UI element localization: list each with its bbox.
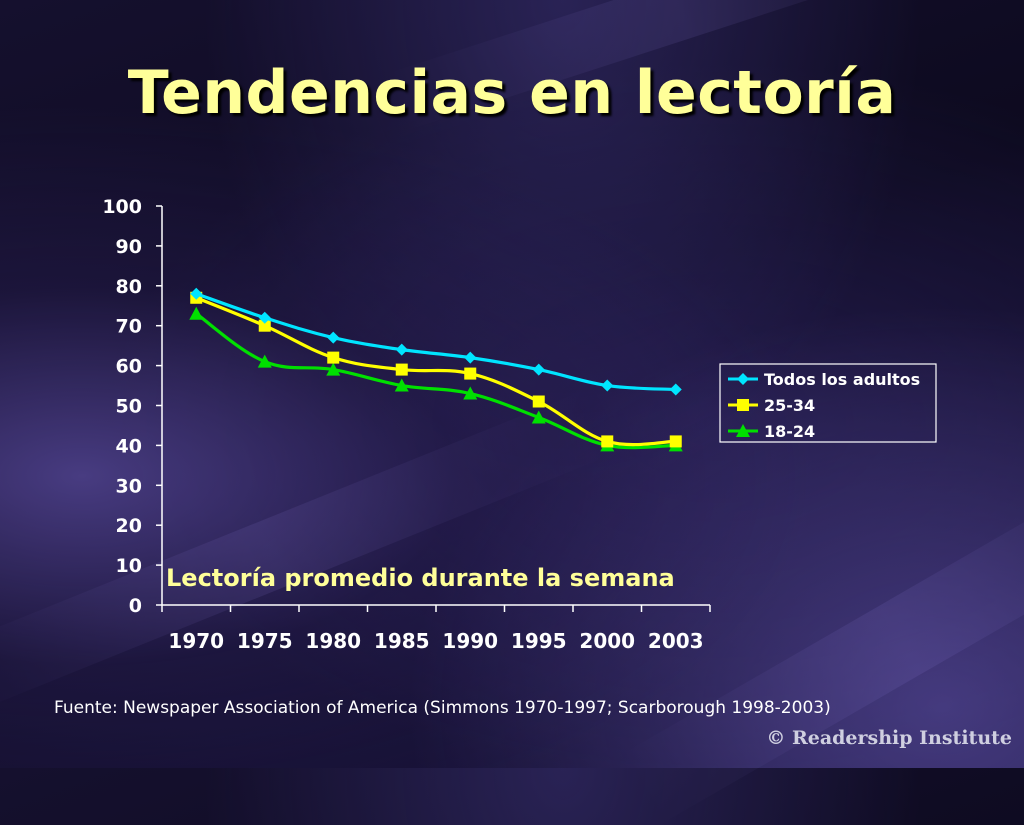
square-icon — [532, 395, 545, 408]
series-line — [195, 312, 676, 450]
x-tick-label: 1995 — [511, 629, 567, 653]
x-tick-label: 2000 — [579, 629, 635, 653]
y-tick-label: 20 — [116, 515, 142, 537]
diamond-icon — [190, 287, 203, 300]
square-icon — [258, 319, 271, 332]
y-tick-label: 50 — [116, 396, 142, 418]
diamond-icon — [464, 351, 477, 364]
x-tick-label: 1980 — [305, 629, 361, 653]
diamond-icon — [532, 363, 545, 376]
diamond-icon — [601, 379, 614, 392]
slide-title: Tendencias en lectoría — [127, 58, 897, 128]
y-tick-label: 90 — [116, 236, 142, 258]
square-icon — [601, 435, 614, 448]
triangle-icon — [189, 306, 204, 320]
triangle-icon — [394, 378, 409, 392]
triangle-icon — [326, 362, 341, 376]
square-icon — [327, 351, 340, 364]
diamond-icon — [327, 331, 340, 344]
x-tick-label: 1985 — [374, 629, 430, 653]
diamond-icon — [669, 383, 682, 396]
triangle-icon — [531, 410, 546, 424]
line-chart: 0 10 20 30 40 50 60 70 80 90 100 1970 1975 1980 1985 19… — [102, 196, 937, 653]
y-tick-label: 30 — [116, 475, 142, 497]
diamond-icon — [737, 373, 749, 385]
copyright-note: © Readership Institute — [766, 727, 1012, 749]
chart-legend: Todos los adultos 25-34 18-24 — [719, 363, 937, 443]
series-line — [195, 296, 676, 447]
series-line — [195, 292, 676, 392]
series-0 — [190, 287, 682, 396]
x-tick-label: 2003 — [648, 629, 704, 653]
chart-annotation: Lectoría promedio durante la semana — [166, 564, 675, 592]
square-icon — [669, 435, 682, 448]
y-tick-label: 100 — [102, 196, 142, 218]
x-tick-label: 1975 — [237, 629, 293, 653]
diamond-icon — [258, 311, 271, 324]
y-tick-label: 40 — [116, 435, 142, 457]
chart-series — [189, 287, 683, 452]
source-note: Fuente: Newspaper Association of America… — [54, 698, 831, 718]
x-tick-label: 1990 — [442, 629, 498, 653]
y-tick-label: 10 — [116, 555, 142, 577]
legend-label: Todos los adultos — [764, 370, 920, 389]
diamond-icon — [395, 343, 408, 356]
y-tick-label: 0 — [129, 595, 142, 617]
square-icon — [737, 399, 749, 411]
triangle-icon — [463, 386, 478, 400]
y-tick-label: 60 — [116, 356, 142, 378]
x-tick-label: 1970 — [168, 629, 224, 653]
legend-label: 25-34 — [764, 396, 815, 415]
series-1 — [190, 291, 682, 448]
triangle-icon — [257, 354, 272, 368]
square-icon — [395, 363, 408, 376]
square-icon — [464, 367, 477, 380]
chart-axes: 0 10 20 30 40 50 60 70 80 90 100 1970 1975 1980 1985 19… — [102, 196, 711, 653]
y-tick-label: 80 — [116, 276, 142, 298]
triangle-icon — [736, 424, 750, 437]
y-tick-label: 70 — [116, 316, 142, 338]
legend-box — [719, 363, 937, 443]
legend-label: 18-24 — [764, 422, 815, 441]
